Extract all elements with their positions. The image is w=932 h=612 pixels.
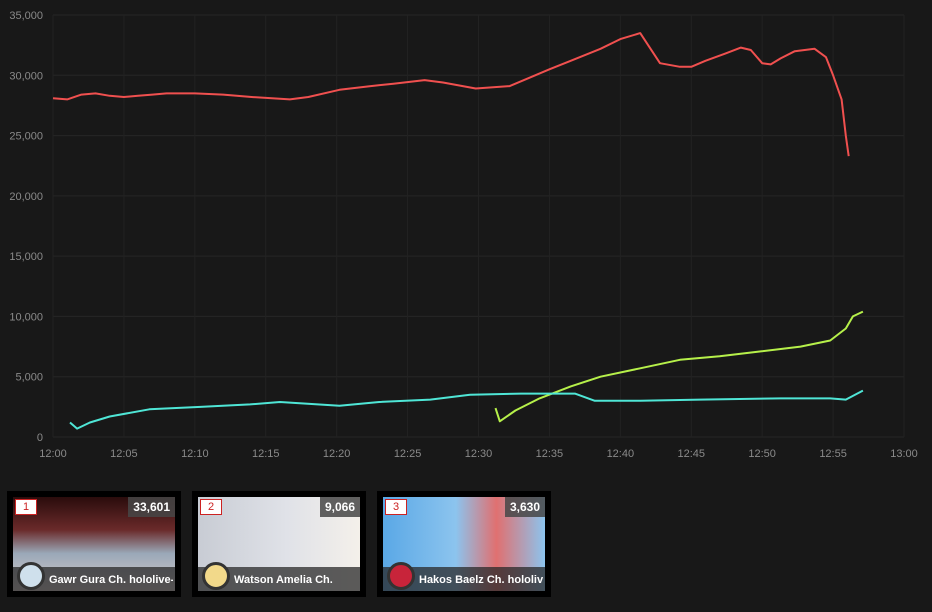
viewer-chart: 0 5,000 10,000 15,000 20,000 25,000 30,000 35,0… — [9, 10, 918, 460]
ranking-card-2[interactable]: 2 9,066 Watson Amelia Ch. — [192, 491, 366, 597]
x-tick-label: 12:10 — [181, 448, 209, 460]
x-tick-label: 12:15 — [252, 448, 280, 460]
channel-name: Gawr Gura Ch. hololive- — [49, 574, 173, 586]
y-tick-label: 5,000 — [15, 372, 43, 384]
x-tick-label: 12:35 — [536, 448, 564, 460]
y-tick-label: 25,000 — [9, 131, 43, 143]
series-line-1 — [52, 32, 850, 157]
avatar — [202, 562, 230, 590]
ranking-card-1[interactable]: 1 33,601 Gawr Gura Ch. hololive- — [7, 491, 181, 597]
series-line-2 — [494, 310, 864, 423]
ranking-card-3[interactable]: 3 3,630 Hakos Baelz Ch. hololive- — [377, 491, 551, 597]
x-tick-label: 13:00 — [890, 448, 918, 460]
y-tick-label: 35,000 — [9, 10, 43, 22]
avatar — [17, 562, 45, 590]
avatar — [387, 562, 415, 590]
x-tick-label: 12:00 — [39, 448, 67, 460]
x-tick-label: 12:05 — [110, 448, 138, 460]
x-tick-label: 12:45 — [677, 448, 705, 460]
viewer-count: 3,630 — [504, 497, 545, 517]
viewer-count: 9,066 — [319, 497, 360, 517]
x-tick-label: 12:30 — [465, 448, 493, 460]
x-tick-label: 12:25 — [394, 448, 422, 460]
x-tick-label: 12:55 — [819, 448, 847, 460]
rank-badge: 1 — [15, 499, 37, 515]
y-tick-label: 20,000 — [9, 191, 43, 203]
viewer-count: 33,601 — [128, 497, 175, 517]
rank-badge: 3 — [385, 499, 407, 515]
channel-name: Hakos Baelz Ch. hololive- — [419, 574, 543, 586]
x-tick-label: 12:40 — [607, 448, 635, 460]
channel-name: Watson Amelia Ch. — [234, 574, 333, 586]
x-tick-label: 12:50 — [748, 448, 776, 460]
y-tick-label: 30,000 — [9, 70, 43, 82]
y-tick-label: 0 — [37, 432, 43, 444]
y-tick-label: 15,000 — [9, 251, 43, 263]
series-line-3 — [69, 389, 864, 430]
y-tick-label: 10,000 — [9, 311, 43, 323]
x-tick-label: 12:20 — [323, 448, 351, 460]
rank-badge: 2 — [200, 499, 222, 515]
